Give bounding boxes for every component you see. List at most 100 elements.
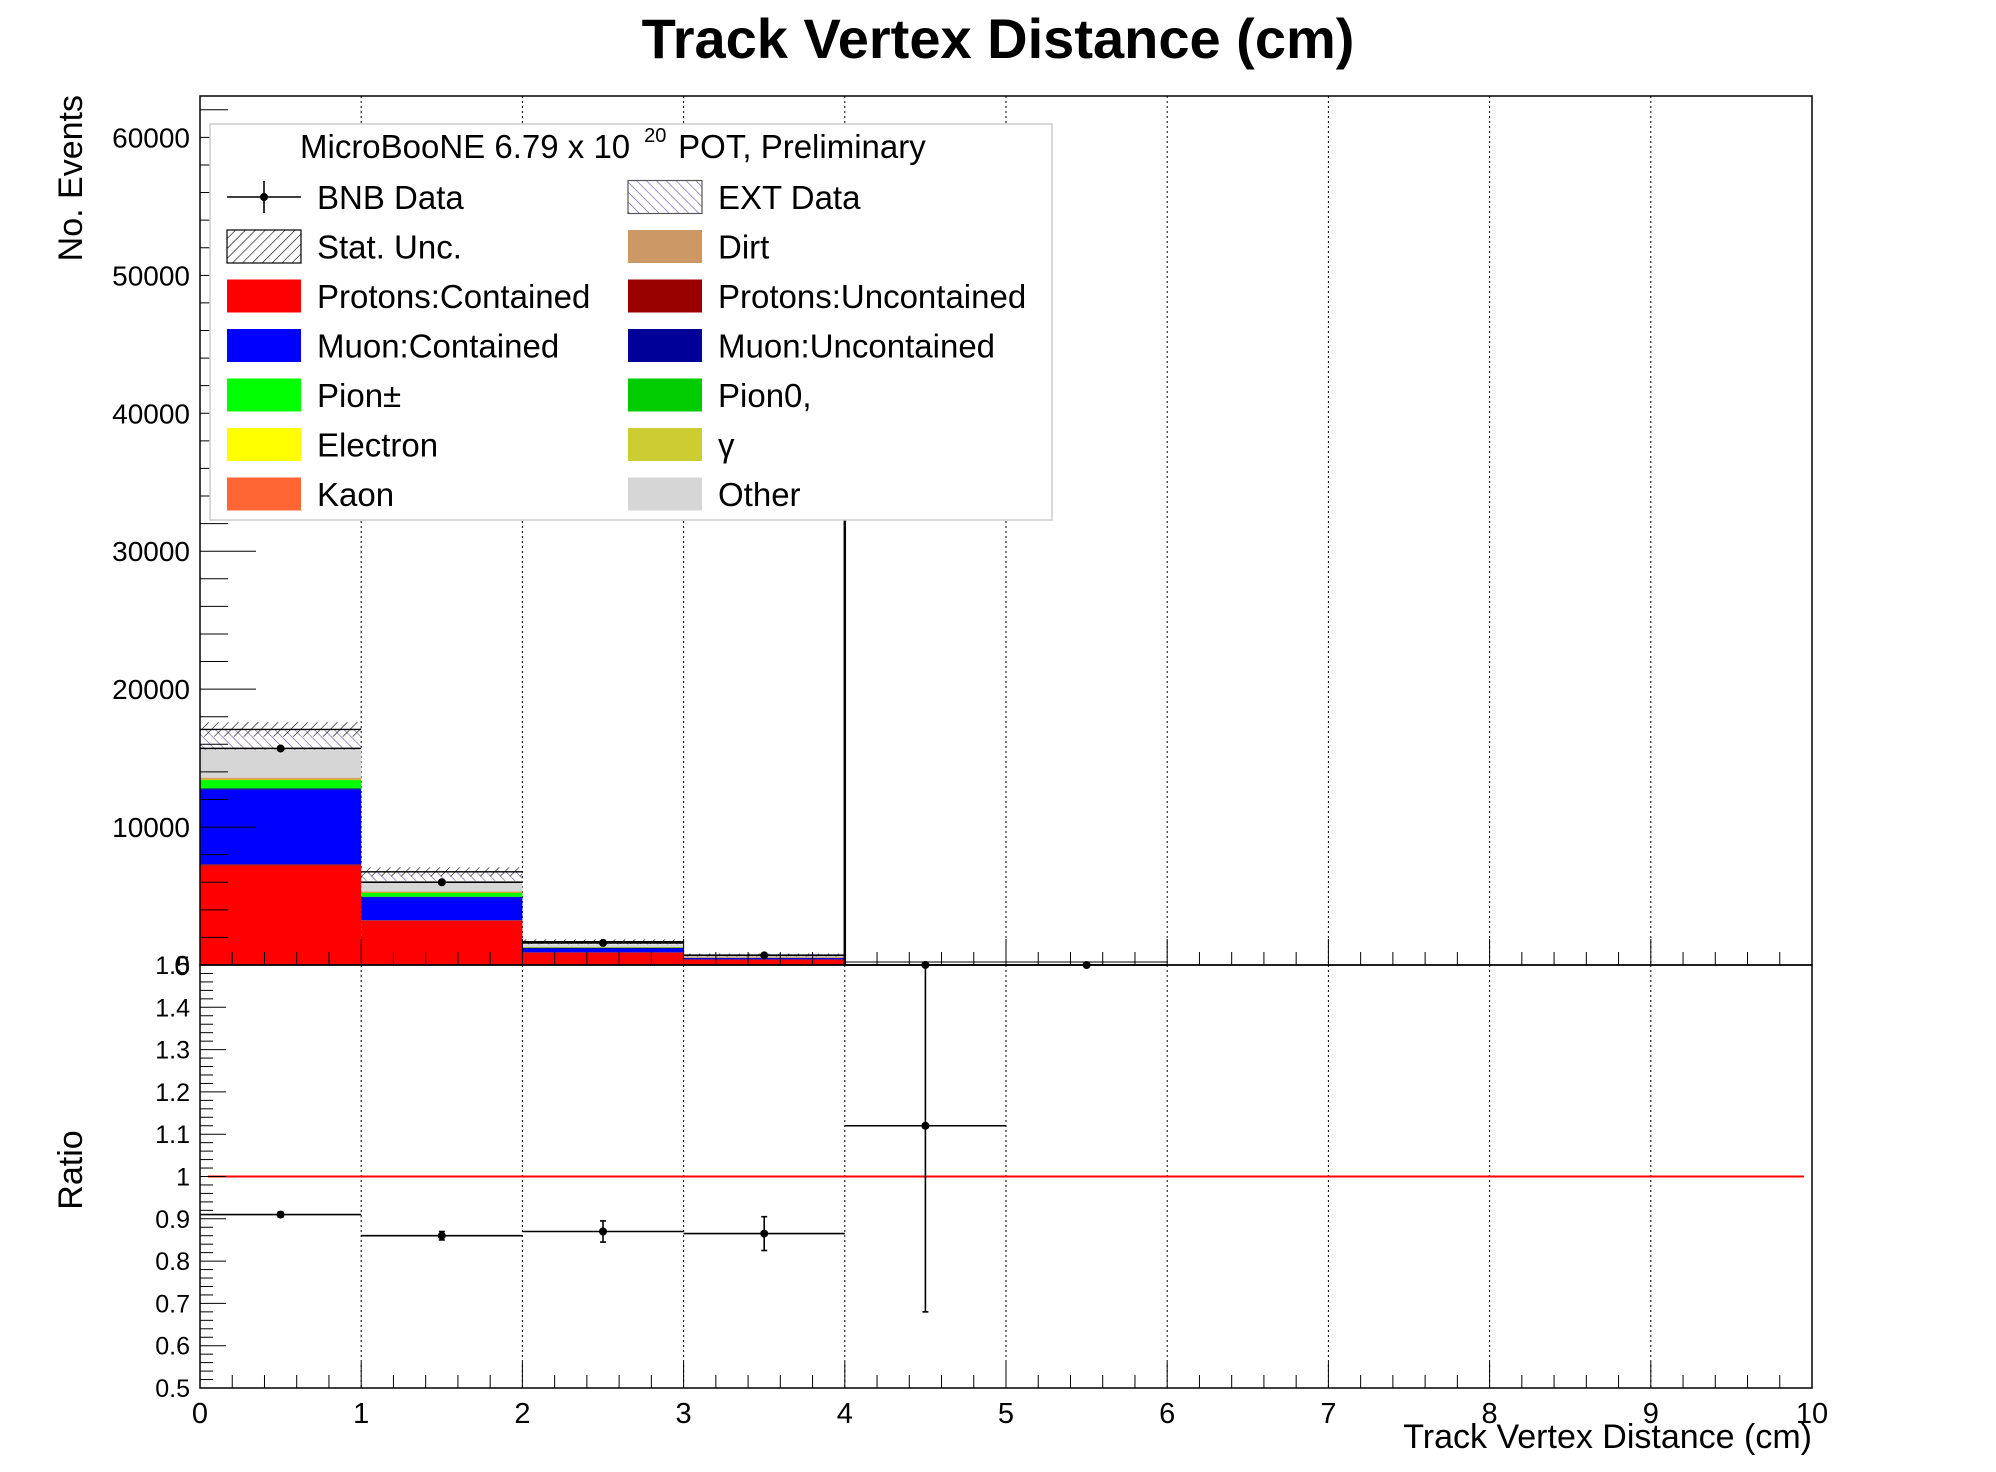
legend-swatch-protons-uncontained [628, 279, 702, 313]
ratio-y-tick-label: 1.5 [155, 952, 190, 980]
ratio-point [437, 1231, 446, 1240]
data-point [276, 744, 285, 753]
ratio-y-tick-label: 0.8 [155, 1248, 190, 1276]
ratio-y-tick-label: 0.6 [155, 1333, 190, 1361]
legend-swatch-kaon [227, 477, 301, 511]
bar-pion [361, 892, 523, 897]
legend-swatch-muon-uncontained [628, 329, 702, 362]
x-tick-label: 10 [1796, 1398, 1828, 1430]
legend-label: Other [718, 476, 801, 513]
x-axis-label: Track Vertex Distance (cm) [1403, 1418, 1812, 1456]
y-tick-label: 20000 [112, 674, 190, 705]
chart-title: Track Vertex Distance (cm) [642, 7, 1355, 70]
legend-swatch-pion [227, 378, 301, 412]
ratio-y-tick-label: 1.4 [155, 994, 190, 1022]
y-tick-label: 10000 [112, 812, 190, 843]
ratio-y-tick-label: 1.3 [155, 1037, 190, 1065]
legend-swatch-other [628, 477, 702, 511]
ratio-y-tick-label: 0.7 [155, 1290, 190, 1318]
legend-header: MicroBooNE 6.79 x 10 [300, 128, 630, 165]
x-tick-label: 0 [192, 1398, 208, 1430]
bar-other [200, 750, 362, 778]
bar-muon-contained [361, 897, 523, 921]
y-axis-label-top: No. Events [52, 95, 90, 261]
bar-muon-uncontained [361, 896, 523, 898]
legend-label: Protons:Uncontained [718, 278, 1026, 315]
y-tick-label: 50000 [112, 260, 190, 291]
legend-swatch-muon-contained [227, 329, 301, 362]
x-tick-label: 3 [676, 1398, 692, 1430]
bar-protons-uncontained [361, 920, 523, 921]
bar-kaon [361, 891, 523, 893]
y-axis-label-ratio: Ratio [52, 1130, 90, 1209]
legend-swatch-stat-unc [226, 229, 302, 264]
legend-label: Electron [317, 427, 438, 464]
bar-kaon [200, 778, 362, 780]
legend-label: Stat. Unc. [317, 229, 462, 266]
x-tick-label: 6 [1159, 1398, 1175, 1430]
legend-header-tail: POT, Preliminary [678, 128, 926, 165]
ratio-y-tick-label: 0.5 [155, 1375, 190, 1403]
bar-muon-uncontained [522, 948, 684, 949]
bar-pion [200, 780, 362, 789]
legend-label: Muon:Uncontained [718, 328, 995, 365]
legend-swatch-electron [227, 428, 301, 461]
legend-label: γ [718, 427, 735, 464]
bar-dirt [361, 891, 523, 893]
bar-item [200, 779, 362, 780]
data-point [599, 938, 607, 947]
bar-dirt [522, 946, 684, 948]
legend-label: Muon:Contained [317, 328, 559, 365]
bar-protons-contained [200, 865, 362, 965]
data-point [437, 878, 446, 887]
ratio-y-tick-label: 1.2 [155, 1079, 190, 1107]
legend-label: Pion0, [718, 377, 812, 414]
data-point [760, 951, 769, 960]
legend-label: Pion± [317, 377, 401, 414]
bar-protons-contained [683, 959, 845, 965]
bar-dirt [200, 777, 362, 779]
legend-swatch-ext-data [627, 179, 703, 215]
x-tick-label: 2 [514, 1398, 530, 1430]
legend-swatch-dirt [628, 230, 702, 263]
legend-label: Kaon [317, 476, 394, 513]
legend-label: EXT Data [718, 179, 861, 216]
bar-protons-uncontained [522, 952, 684, 953]
legend-header-exponent: 20 [644, 125, 666, 147]
legend-swatch-protons-contained [227, 279, 301, 313]
bar-electron [200, 779, 362, 780]
bar-muon-uncontained [200, 788, 362, 790]
legend-swatch-bnb [260, 193, 268, 201]
y-tick-label: 30000 [112, 536, 190, 567]
ratio-y-tick-label: 0.9 [155, 1206, 190, 1234]
ratio-point [276, 1210, 285, 1219]
ratio-panel: 0.50.60.70.80.911.11.21.31.41.50 1 2 3 4 5 6 7 8… [155, 952, 1828, 1430]
y-tick-label: 0 [174, 950, 190, 981]
x-tick-label: 5 [998, 1398, 1014, 1430]
x-tick-label: 8 [1482, 1398, 1498, 1430]
ratio-point [760, 1229, 769, 1238]
ratio-y-tick-label: 1 [176, 1164, 190, 1192]
ratio-point [599, 1227, 607, 1236]
x-tick-label: 9 [1643, 1398, 1659, 1430]
bar-protons-contained [361, 920, 523, 965]
legend-swatch-item [628, 428, 702, 461]
legend-label: Protons:Contained [317, 278, 590, 315]
bar-protons-uncontained [683, 959, 845, 960]
legend-label: Dirt [718, 229, 769, 266]
ratio-point [921, 1121, 930, 1130]
legend-swatch-pion0 [628, 378, 702, 412]
bar-muon-contained [522, 948, 684, 953]
x-tick-label: 1 [353, 1398, 369, 1430]
bar-protons-uncontained [200, 864, 362, 866]
x-tick-label: 7 [1320, 1398, 1336, 1430]
legend: MicroBooNE 6.79 x 10 20 POT, Preliminary BN… [209, 123, 1053, 521]
ratio-y-tick-label: 1.1 [155, 1121, 190, 1149]
y-tick-label: 60000 [112, 122, 190, 153]
bar-protons-contained [522, 952, 684, 965]
x-tick-label: 4 [837, 1398, 853, 1430]
legend-label: BNB Data [317, 179, 464, 216]
main-panel: 0 10000 20000 30000 40000 50000 60000 [112, 95, 1813, 981]
y-tick-label: 40000 [112, 398, 190, 429]
